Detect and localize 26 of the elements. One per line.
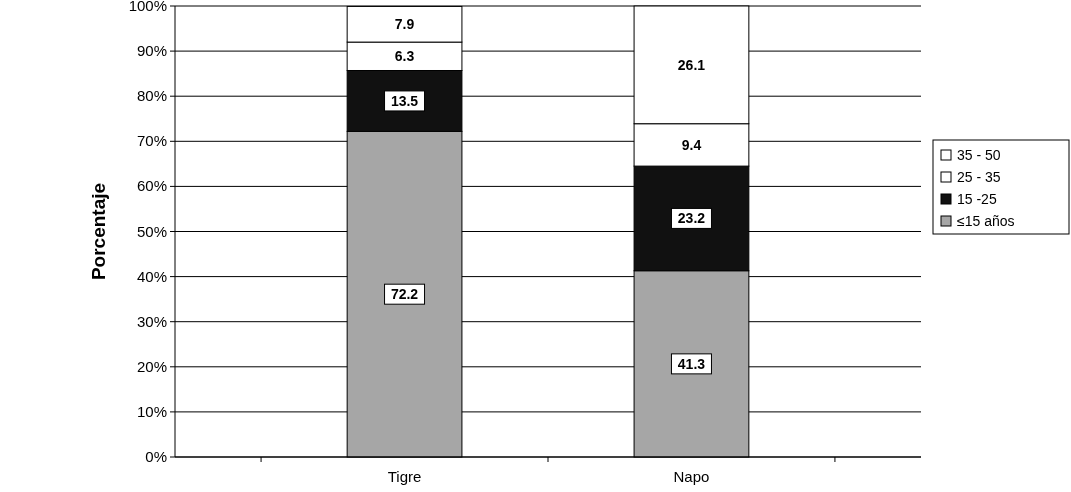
legend-label: 25 - 35 — [957, 169, 1001, 185]
y-tick-label: 40% — [136, 267, 167, 285]
y-tick-label: 50% — [136, 222, 167, 240]
x-tick-label: Tigre — [387, 468, 422, 485]
y-tick-label: 10% — [136, 402, 167, 420]
data-label: 6.3 — [394, 48, 415, 65]
data-label: 13.5 — [390, 92, 419, 109]
y-axis-title: Porcentaje — [88, 182, 109, 281]
y-tick-label: 90% — [136, 42, 167, 60]
y-tick-label: 80% — [136, 87, 167, 105]
data-label: 23.2 — [677, 210, 706, 227]
x-tick-label: Napo — [673, 468, 710, 485]
data-label: 7.9 — [394, 16, 415, 33]
y-tick-label: 100% — [128, 0, 167, 14]
legend-label: ≤15 años — [957, 213, 1015, 229]
y-tick-label: 70% — [136, 132, 167, 150]
y-tick-label: 20% — [136, 357, 167, 375]
data-label: 72.2 — [390, 286, 419, 303]
legend-label: 35 - 50 — [957, 147, 1001, 163]
data-label: 41.3 — [677, 355, 706, 372]
y-tick-label: 60% — [136, 177, 167, 195]
y-tick-label: 0% — [145, 448, 167, 465]
legend-label: 15 -25 — [957, 191, 997, 207]
data-label: 26.1 — [677, 56, 706, 73]
y-tick-label: 30% — [136, 312, 167, 330]
data-label: 9.4 — [681, 136, 702, 153]
